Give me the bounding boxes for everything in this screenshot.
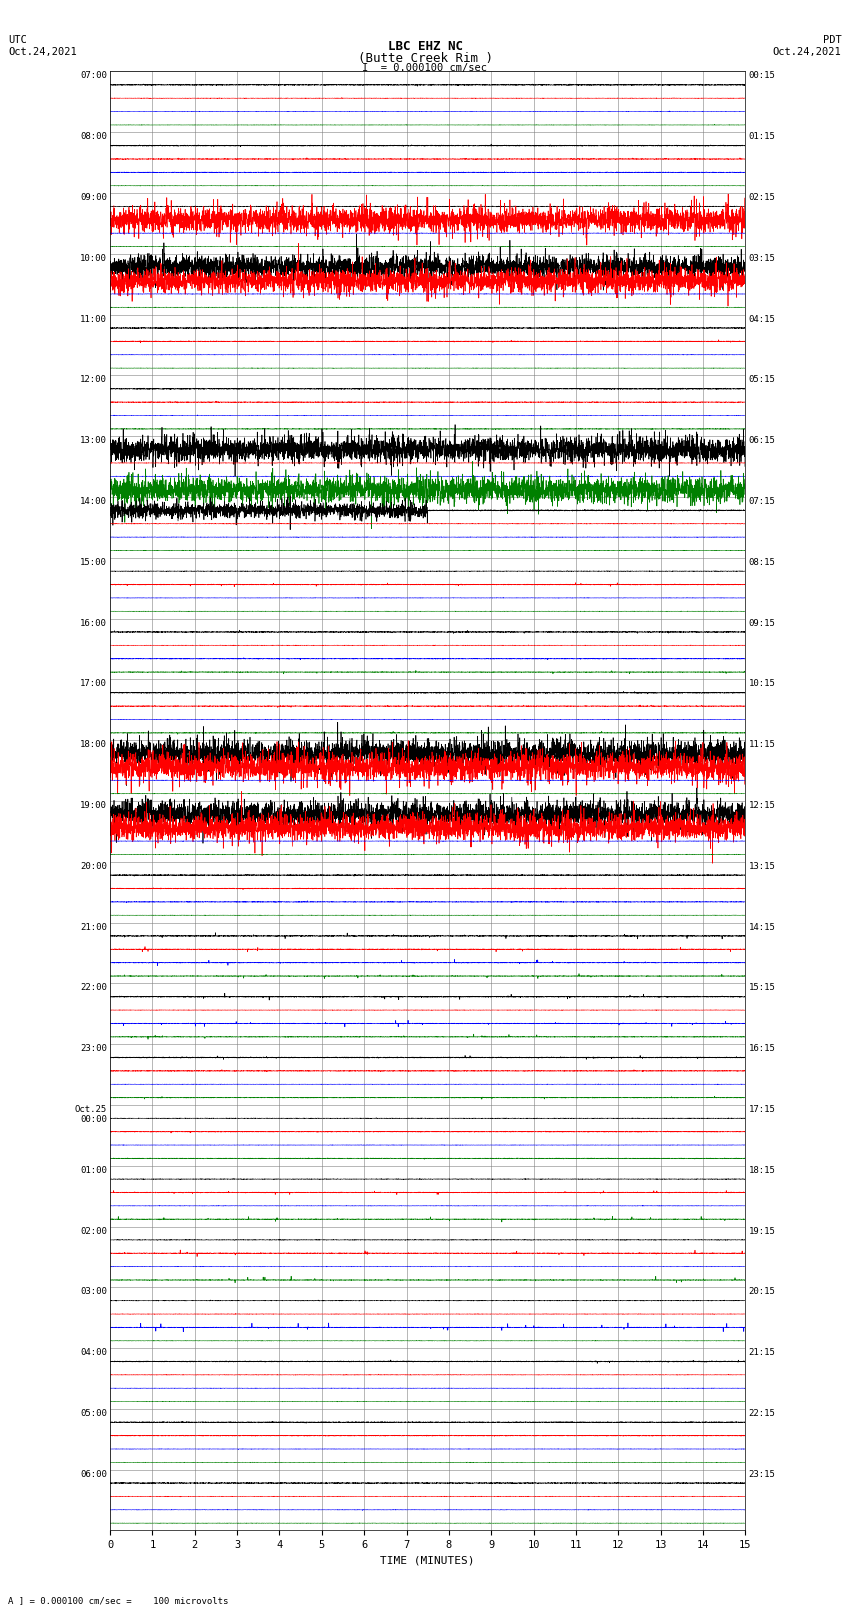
Text: 00:15: 00:15	[749, 71, 775, 81]
Text: Oct.25
00:00: Oct.25 00:00	[75, 1105, 107, 1124]
Text: 21:15: 21:15	[749, 1348, 775, 1357]
Text: 22:15: 22:15	[749, 1408, 775, 1418]
Text: 17:00: 17:00	[80, 679, 107, 689]
Text: UTC: UTC	[8, 35, 27, 45]
Text: 05:15: 05:15	[749, 376, 775, 384]
Text: 03:00: 03:00	[80, 1287, 107, 1297]
Text: 01:00: 01:00	[80, 1166, 107, 1174]
Text: 12:00: 12:00	[80, 376, 107, 384]
Text: 17:15: 17:15	[749, 1105, 775, 1115]
Text: 13:15: 13:15	[749, 861, 775, 871]
Text: 19:15: 19:15	[749, 1226, 775, 1236]
Text: 11:00: 11:00	[80, 315, 107, 324]
Text: 15:00: 15:00	[80, 558, 107, 566]
Text: 13:00: 13:00	[80, 436, 107, 445]
Text: 06:00: 06:00	[80, 1469, 107, 1479]
Text: A ] = 0.000100 cm/sec =    100 microvolts: A ] = 0.000100 cm/sec = 100 microvolts	[8, 1595, 229, 1605]
Text: 11:15: 11:15	[749, 740, 775, 748]
Text: 20:00: 20:00	[80, 861, 107, 871]
Text: 06:15: 06:15	[749, 436, 775, 445]
Text: 14:00: 14:00	[80, 497, 107, 506]
Text: 16:15: 16:15	[749, 1044, 775, 1053]
Text: 07:00: 07:00	[80, 71, 107, 81]
Text: 14:15: 14:15	[749, 923, 775, 932]
Text: 10:00: 10:00	[80, 253, 107, 263]
Text: 09:15: 09:15	[749, 618, 775, 627]
Text: 08:15: 08:15	[749, 558, 775, 566]
Text: 10:15: 10:15	[749, 679, 775, 689]
Text: Oct.24,2021: Oct.24,2021	[773, 47, 842, 56]
Text: PDT: PDT	[823, 35, 842, 45]
Text: Oct.24,2021: Oct.24,2021	[8, 47, 77, 56]
Text: 23:00: 23:00	[80, 1044, 107, 1053]
Text: 20:15: 20:15	[749, 1287, 775, 1297]
Text: 02:00: 02:00	[80, 1226, 107, 1236]
Text: 22:00: 22:00	[80, 984, 107, 992]
Text: 18:15: 18:15	[749, 1166, 775, 1174]
Text: 12:15: 12:15	[749, 802, 775, 810]
Text: 03:15: 03:15	[749, 253, 775, 263]
Text: 15:15: 15:15	[749, 984, 775, 992]
X-axis label: TIME (MINUTES): TIME (MINUTES)	[381, 1557, 475, 1566]
Text: LBC EHZ NC: LBC EHZ NC	[388, 40, 462, 53]
Text: 09:00: 09:00	[80, 194, 107, 202]
Text: 19:00: 19:00	[80, 802, 107, 810]
Text: 16:00: 16:00	[80, 618, 107, 627]
Text: 21:00: 21:00	[80, 923, 107, 932]
Text: 23:15: 23:15	[749, 1469, 775, 1479]
Text: 04:00: 04:00	[80, 1348, 107, 1357]
Text: (Butte Creek Rim ): (Butte Creek Rim )	[358, 52, 492, 65]
Text: 05:00: 05:00	[80, 1408, 107, 1418]
Text: I  = 0.000100 cm/sec: I = 0.000100 cm/sec	[362, 63, 488, 73]
Text: 07:15: 07:15	[749, 497, 775, 506]
Text: 04:15: 04:15	[749, 315, 775, 324]
Text: 02:15: 02:15	[749, 194, 775, 202]
Text: 01:15: 01:15	[749, 132, 775, 142]
Text: 08:00: 08:00	[80, 132, 107, 142]
Text: 18:00: 18:00	[80, 740, 107, 748]
